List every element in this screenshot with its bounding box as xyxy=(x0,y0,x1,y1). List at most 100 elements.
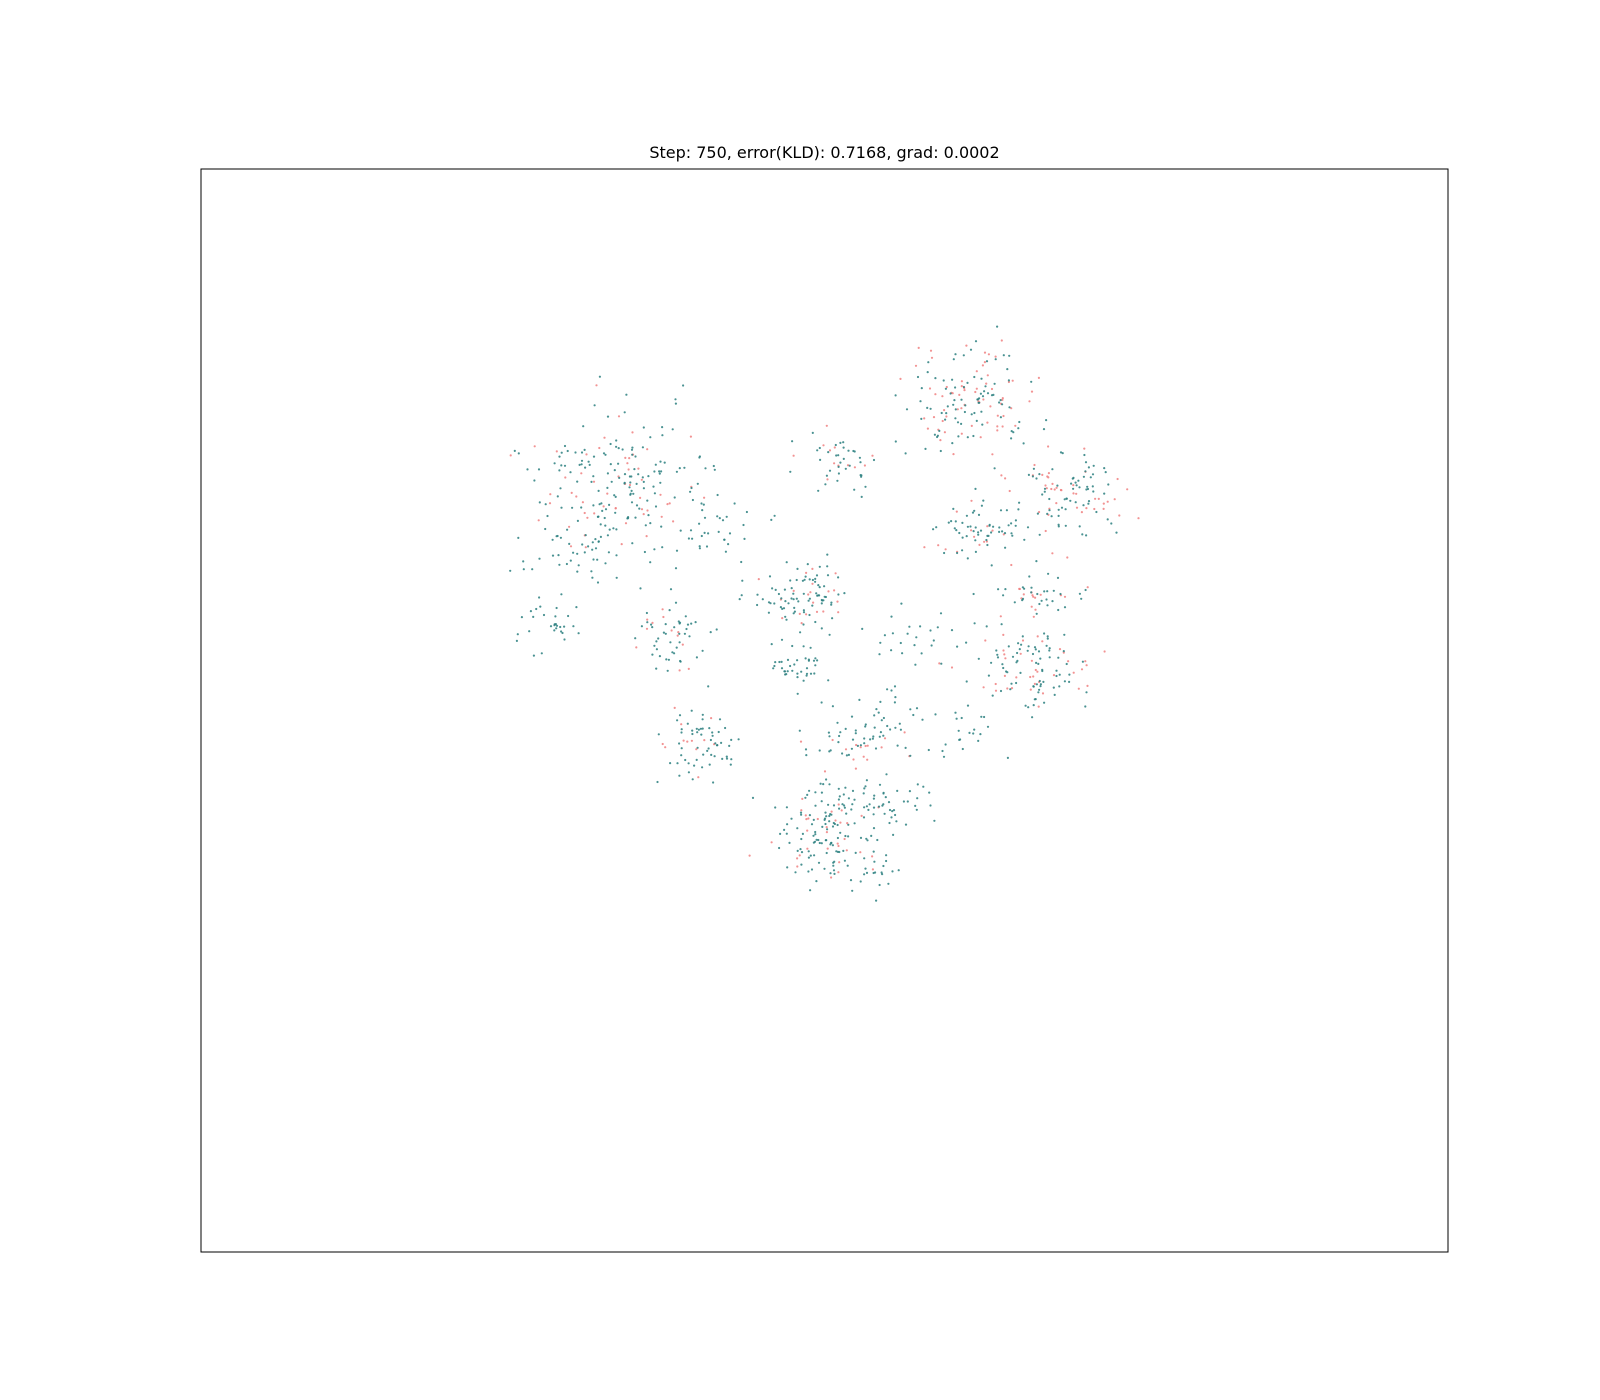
data-point xyxy=(1010,532,1013,535)
data-point xyxy=(1058,673,1061,676)
data-point xyxy=(628,457,631,460)
data-point xyxy=(1053,488,1056,491)
data-point xyxy=(1037,662,1040,666)
data-point xyxy=(972,732,975,735)
data-point xyxy=(960,432,963,435)
data-point xyxy=(1046,604,1049,607)
data-point xyxy=(834,443,837,447)
data-point xyxy=(830,841,833,845)
data-point xyxy=(940,662,943,665)
data-point xyxy=(1080,668,1084,671)
data-point xyxy=(566,528,569,531)
data-point xyxy=(623,473,627,476)
data-point xyxy=(630,448,634,451)
data-point xyxy=(970,529,973,532)
data-point xyxy=(887,882,890,885)
data-point xyxy=(981,364,985,367)
data-point xyxy=(972,592,975,596)
data-point xyxy=(787,602,790,605)
data-point xyxy=(807,870,810,873)
data-point xyxy=(642,513,645,516)
data-point xyxy=(1086,586,1089,589)
data-point xyxy=(800,809,803,812)
data-point xyxy=(665,658,668,661)
data-point xyxy=(781,607,784,611)
data-point xyxy=(983,540,986,543)
data-point xyxy=(951,392,954,395)
data-point xyxy=(1053,693,1056,697)
data-point xyxy=(774,661,777,664)
data-point xyxy=(680,754,683,757)
data-point xyxy=(630,475,633,478)
data-point xyxy=(796,692,799,695)
data-point xyxy=(1001,403,1004,406)
data-point xyxy=(915,707,919,710)
data-point xyxy=(1010,430,1013,433)
data-point xyxy=(975,419,978,422)
data-point xyxy=(685,627,688,631)
data-point xyxy=(551,538,554,541)
data-point xyxy=(717,530,720,534)
data-point xyxy=(1041,692,1045,695)
data-point xyxy=(833,872,836,876)
data-point xyxy=(865,871,869,875)
data-point xyxy=(872,797,876,800)
data-point xyxy=(823,770,827,773)
data-point xyxy=(689,490,692,493)
data-point xyxy=(973,375,976,379)
data-point xyxy=(933,433,937,436)
data-point xyxy=(789,664,792,668)
data-point xyxy=(581,543,584,546)
data-point xyxy=(915,636,918,639)
data-point xyxy=(903,731,906,734)
data-point xyxy=(558,455,561,458)
data-point xyxy=(572,551,575,554)
data-point xyxy=(850,715,854,718)
data-point xyxy=(826,574,830,577)
data-point xyxy=(952,453,955,456)
data-point xyxy=(649,436,652,439)
data-point xyxy=(658,655,662,658)
data-point xyxy=(678,714,682,717)
data-point xyxy=(1014,424,1017,427)
data-point xyxy=(808,789,811,792)
data-point xyxy=(843,859,847,862)
data-point xyxy=(1004,546,1007,549)
data-point xyxy=(1055,502,1058,505)
data-point xyxy=(660,515,663,518)
data-point xyxy=(626,517,629,520)
data-point xyxy=(780,660,783,664)
data-point xyxy=(894,394,897,397)
data-point xyxy=(661,546,664,549)
data-point xyxy=(810,823,814,826)
data-point xyxy=(678,467,681,470)
data-point xyxy=(580,463,583,466)
data-point xyxy=(702,503,705,506)
data-point xyxy=(691,732,694,736)
data-point xyxy=(1126,488,1129,491)
data-point xyxy=(832,864,835,867)
data-point xyxy=(509,454,512,457)
data-point xyxy=(819,458,822,461)
data-point xyxy=(715,744,719,747)
data-point xyxy=(929,349,933,352)
data-point xyxy=(960,380,964,383)
data-point xyxy=(513,449,516,452)
data-point xyxy=(830,876,833,879)
data-point xyxy=(1017,508,1020,511)
data-point xyxy=(1093,507,1096,511)
data-point xyxy=(1046,590,1049,593)
data-point xyxy=(815,610,819,614)
data-point xyxy=(879,731,883,734)
data-point xyxy=(932,416,936,419)
data-point xyxy=(807,599,810,602)
data-point xyxy=(651,626,654,629)
data-point xyxy=(806,563,809,566)
data-point xyxy=(627,468,630,471)
data-point xyxy=(674,402,678,405)
data-point xyxy=(1047,572,1050,575)
data-point xyxy=(1018,501,1021,504)
data-point xyxy=(872,458,876,462)
data-point xyxy=(933,819,936,822)
data-point xyxy=(1001,425,1004,428)
